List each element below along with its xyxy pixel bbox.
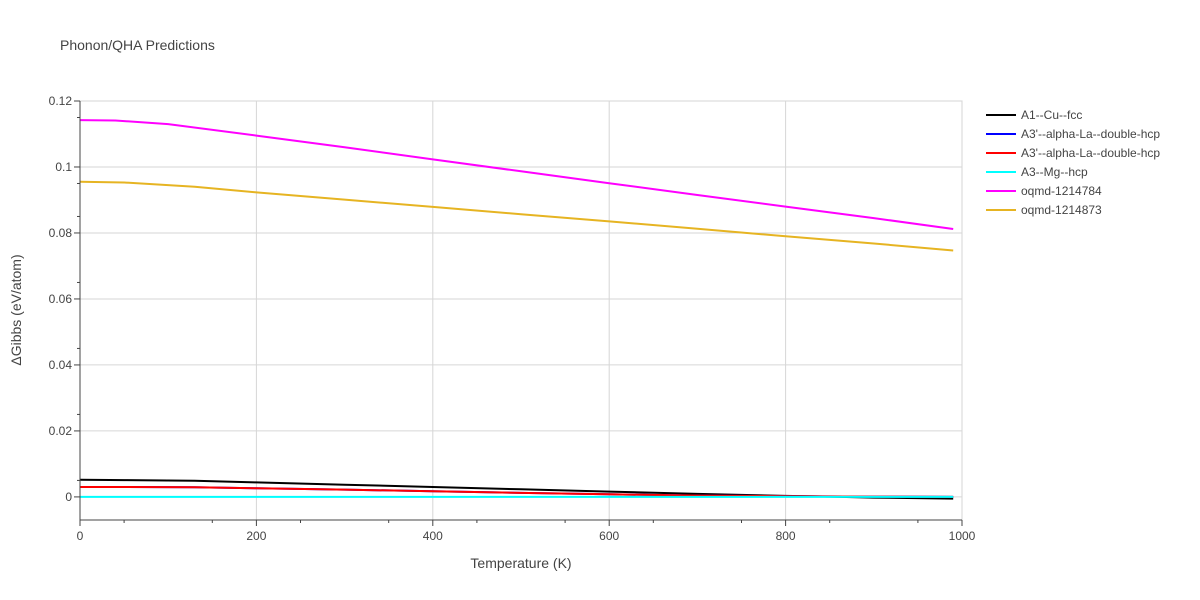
legend-item[interactable]: A3--Mg--hcp <box>986 165 1088 179</box>
y-tick-label: 0.12 <box>49 94 73 108</box>
legend-label: oqmd-1214873 <box>1021 203 1102 217</box>
series-line-5 <box>79 180 954 252</box>
legend-item[interactable]: oqmd-1214784 <box>986 184 1102 198</box>
grid <box>79 100 963 521</box>
series-lines <box>79 119 954 500</box>
legend-label: A3'--alpha-La--double-hcp <box>1021 146 1160 160</box>
y-axis-title: ΔGibbs (eV/atom) <box>8 254 24 365</box>
legend-item[interactable]: oqmd-1214873 <box>986 203 1102 217</box>
y-tick-label: 0.1 <box>55 160 72 174</box>
x-axis-ticks: 0 200 400 600 800 1000 <box>77 519 976 543</box>
y-axis-ticks: 0 0.02 0.04 0.06 0.08 0.1 0.12 <box>49 94 81 520</box>
y-tick-label: 0.02 <box>49 424 73 438</box>
legend-label: oqmd-1214784 <box>1021 184 1102 198</box>
x-axis-title: Temperature (K) <box>470 555 571 571</box>
y-tick-label: 0.04 <box>49 358 73 372</box>
y-tick-label: 0 <box>65 490 72 504</box>
x-tick-label: 0 <box>77 529 84 543</box>
legend-item[interactable]: A3'--alpha-La--double-hcp <box>986 146 1160 160</box>
legend-label: A1--Cu--fcc <box>1021 108 1082 122</box>
x-tick-label: 600 <box>599 529 619 543</box>
series-line-4 <box>79 119 954 230</box>
legend-item[interactable]: A3'--alpha-La--double-hcp <box>986 127 1160 141</box>
legend-item[interactable]: A1--Cu--fcc <box>986 108 1082 122</box>
legend[interactable]: A1--Cu--fcc A3'--alpha-La--double-hcp A3'-… <box>986 108 1160 217</box>
x-tick-label: 200 <box>246 529 266 543</box>
x-tick-label: 400 <box>423 529 443 543</box>
legend-label: A3--Mg--hcp <box>1021 165 1088 179</box>
x-tick-label: 1000 <box>949 529 976 543</box>
legend-label: A3'--alpha-La--double-hcp <box>1021 127 1160 141</box>
x-tick-label: 800 <box>776 529 796 543</box>
chart-title: Phonon/QHA Predictions <box>60 37 215 53</box>
y-tick-label: 0.08 <box>49 226 73 240</box>
y-tick-label: 0.06 <box>49 292 73 306</box>
